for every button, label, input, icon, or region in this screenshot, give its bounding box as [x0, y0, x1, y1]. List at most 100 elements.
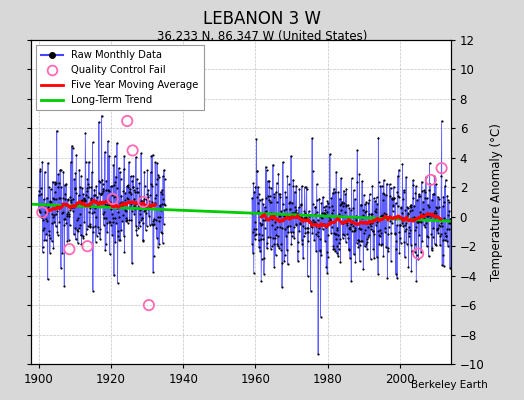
Point — [416, 209, 424, 215]
Point — [362, 208, 370, 214]
Point — [315, 248, 324, 254]
Point — [369, 217, 378, 223]
Point — [123, 195, 132, 201]
Point — [71, 225, 79, 231]
Point — [151, 181, 160, 187]
Point — [427, 230, 435, 237]
Point — [62, 180, 70, 187]
Point — [68, 202, 77, 208]
Point — [157, 200, 166, 207]
Point — [387, 195, 396, 201]
Point — [63, 196, 72, 203]
Point — [303, 228, 311, 235]
Point — [375, 232, 383, 238]
Point — [255, 190, 263, 197]
Point — [144, 187, 152, 193]
Point — [294, 213, 303, 219]
Point — [256, 220, 265, 226]
Point — [102, 241, 110, 248]
Point — [388, 220, 396, 227]
Point — [390, 194, 399, 201]
Point — [410, 241, 419, 248]
Point — [291, 204, 299, 210]
Point — [42, 194, 51, 201]
Point — [81, 196, 89, 203]
Point — [80, 197, 88, 204]
Point — [292, 206, 300, 213]
Point — [385, 213, 394, 219]
Point — [50, 219, 59, 226]
Point — [400, 228, 409, 235]
Point — [280, 258, 288, 264]
Point — [254, 208, 262, 214]
Point — [444, 242, 452, 249]
Point — [38, 248, 47, 255]
Point — [113, 185, 121, 191]
Point — [62, 211, 71, 217]
Point — [257, 256, 266, 262]
Point — [434, 225, 442, 231]
Point — [408, 248, 416, 254]
Point — [90, 208, 99, 215]
Point — [427, 210, 435, 217]
Point — [252, 184, 260, 190]
Point — [159, 195, 168, 202]
Point — [390, 195, 398, 201]
Point — [116, 169, 124, 176]
Point — [72, 189, 80, 196]
Point — [433, 227, 442, 233]
Point — [54, 184, 62, 190]
Point — [71, 236, 80, 243]
Point — [326, 151, 334, 158]
Point — [268, 243, 277, 249]
Point — [253, 194, 261, 201]
Point — [291, 221, 300, 228]
Point — [60, 283, 69, 289]
Point — [362, 241, 370, 248]
Point — [122, 218, 130, 224]
Point — [416, 193, 424, 199]
Point — [383, 275, 391, 281]
Point — [110, 194, 118, 200]
Point — [139, 237, 147, 244]
Point — [104, 198, 113, 204]
Point — [393, 275, 401, 281]
Point — [112, 220, 120, 226]
Point — [325, 216, 334, 222]
Point — [90, 186, 99, 193]
Point — [443, 192, 452, 199]
Point — [325, 214, 333, 220]
Point — [66, 207, 74, 214]
Point — [440, 263, 448, 269]
Point — [92, 198, 101, 204]
Point — [441, 177, 450, 183]
Point — [149, 217, 158, 224]
Point — [125, 188, 133, 195]
Point — [55, 195, 63, 201]
Point — [295, 186, 303, 192]
Point — [83, 185, 91, 191]
Point — [124, 184, 133, 190]
Point — [439, 236, 447, 243]
Point — [267, 199, 276, 205]
Point — [119, 200, 127, 207]
Point — [136, 211, 144, 217]
Point — [266, 234, 274, 240]
Point — [39, 227, 48, 234]
Point — [412, 278, 420, 284]
Point — [302, 186, 311, 192]
Point — [67, 199, 75, 206]
Point — [157, 188, 165, 195]
Point — [121, 207, 129, 213]
Point — [138, 214, 146, 221]
Point — [284, 222, 292, 229]
Point — [423, 213, 432, 219]
Point — [377, 242, 386, 248]
Point — [149, 268, 157, 275]
Point — [400, 187, 408, 193]
Point — [142, 210, 150, 216]
Point — [63, 238, 71, 244]
Point — [374, 134, 383, 141]
Point — [158, 186, 166, 193]
Point — [438, 203, 446, 210]
